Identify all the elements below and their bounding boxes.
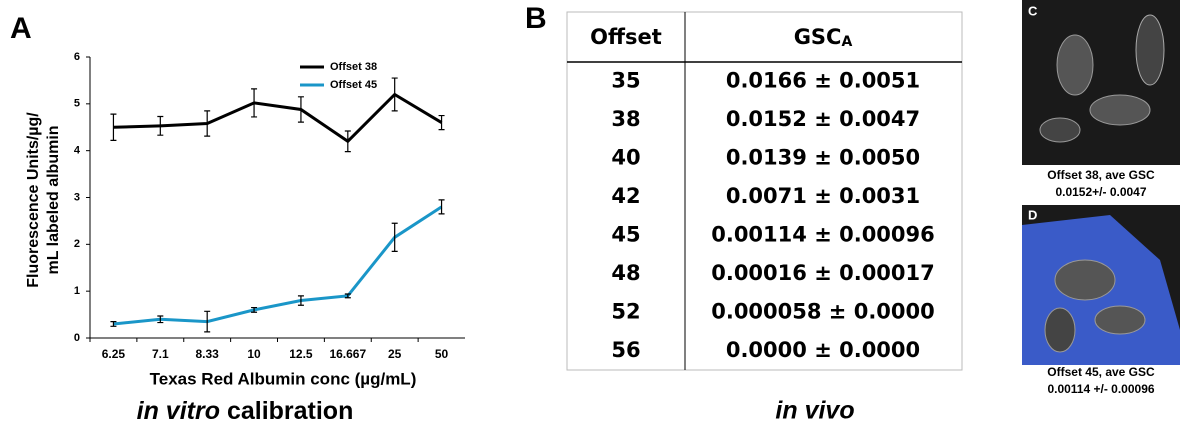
table-cell: 35 — [611, 68, 640, 92]
series-line — [113, 94, 441, 141]
table-header: Offset — [590, 25, 662, 49]
table-cell: 0.00114 ± 0.00096 — [711, 222, 935, 246]
tissue — [1055, 260, 1115, 300]
panel-label: A — [10, 12, 32, 45]
x-label: Texas Red Albumin conc (µg/mL) — [150, 369, 417, 388]
panel-label: D — [1028, 207, 1037, 222]
table-cell: 0.0152 ± 0.0047 — [726, 107, 920, 131]
panel-label: C — [1028, 3, 1038, 18]
table-cell: 56 — [611, 338, 640, 362]
header-sub: A — [841, 34, 852, 50]
chart-caption: in vitro calibration — [137, 397, 354, 425]
header-main: GSC — [794, 25, 842, 49]
page: A B Fluorescence Units/µg/ mL labeled al… — [0, 0, 1184, 430]
series-line — [113, 207, 441, 324]
table-cell: 38 — [611, 107, 640, 131]
tissue — [1057, 35, 1093, 95]
image-caption: Offset 38, ave GSC — [1047, 168, 1155, 182]
image-caption: 0.0152+/- 0.0047 — [1055, 185, 1146, 199]
tissue — [1136, 15, 1164, 85]
image-caption: 0.00114 +/- 0.00096 — [1047, 382, 1154, 396]
y-tick-label: 4 — [74, 145, 81, 157]
tissue — [1095, 306, 1145, 334]
panel-label: B — [525, 2, 547, 35]
tissue — [1045, 308, 1075, 352]
caption-rest: calibration — [227, 397, 353, 425]
y-tick-label: 3 — [74, 191, 80, 203]
table-cell: 40 — [611, 145, 640, 169]
x-tick-label: 6.25 — [102, 347, 126, 361]
x-tick-label: 50 — [435, 347, 449, 361]
table-cell: 45 — [611, 222, 640, 246]
y-label-line: Fluorescence Units/µg/ — [25, 112, 42, 288]
x-tick-label: 25 — [388, 347, 402, 361]
table-header: GSCA — [794, 25, 853, 50]
figure: A B Fluorescence Units/µg/ mL labeled al… — [0, 0, 1184, 430]
table-cell: 48 — [611, 261, 640, 285]
y-tick-label: 1 — [74, 285, 80, 297]
y-label-line: mL labeled albumin — [45, 125, 62, 274]
table-cell: 52 — [611, 299, 640, 323]
y-label: Fluorescence Units/µg/ mL labeled albumi… — [25, 112, 62, 288]
legend-label: Offset 45 — [330, 79, 377, 91]
legend-label: Offset 38 — [330, 61, 377, 73]
table-cell: 0.0139 ± 0.0050 — [726, 145, 920, 169]
table-cell: 0.0071 ± 0.0031 — [726, 184, 920, 208]
table-cell: 0.000058 ± 0.0000 — [711, 299, 935, 323]
table-cell: 0.0000 ± 0.0000 — [726, 338, 920, 362]
x-tick-label: 8.33 — [196, 347, 220, 361]
image-caption: Offset 45, ave GSC — [1047, 365, 1155, 379]
y-tick-label: 6 — [74, 51, 80, 63]
tissue — [1040, 118, 1080, 142]
micrograph-d — [1022, 205, 1180, 365]
table-cell: 42 — [611, 184, 640, 208]
x-tick-label: 10 — [247, 347, 261, 361]
table-cell: 0.00016 ± 0.00017 — [711, 261, 935, 285]
x-tick-label: 12.5 — [289, 347, 313, 361]
micrograph-c — [1022, 0, 1180, 165]
y-tick-label: 5 — [74, 98, 80, 110]
y-tick-label: 0 — [74, 332, 80, 344]
table-cell: 0.0166 ± 0.0051 — [726, 68, 920, 92]
tissue — [1090, 95, 1150, 125]
x-tick-label: 7.1 — [152, 347, 169, 361]
y-tick-label: 2 — [74, 238, 80, 250]
x-tick-label: 16.667 — [329, 347, 366, 361]
table-caption: in vivo — [775, 397, 854, 425]
caption-italic: in vitro — [137, 397, 220, 425]
